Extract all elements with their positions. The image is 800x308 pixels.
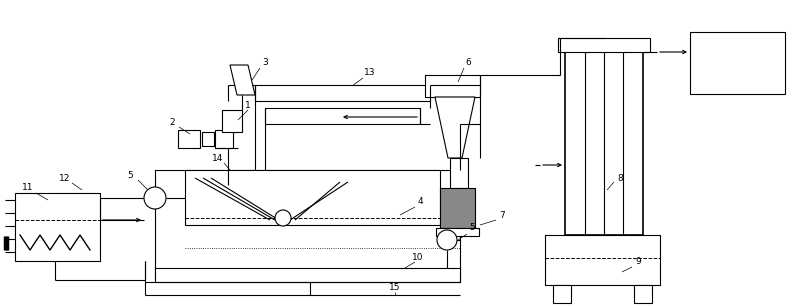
Text: 9: 9 <box>635 257 641 266</box>
Circle shape <box>144 187 166 209</box>
Text: 5: 5 <box>469 224 475 233</box>
Bar <box>265 108 420 124</box>
Text: 3: 3 <box>262 58 268 67</box>
Bar <box>436 228 479 236</box>
Polygon shape <box>230 65 255 95</box>
Text: 15: 15 <box>390 283 401 293</box>
Bar <box>545 235 660 285</box>
Text: 12: 12 <box>59 173 70 183</box>
Bar <box>222 110 242 132</box>
Bar <box>155 268 460 282</box>
Bar <box>634 285 652 303</box>
Text: 14: 14 <box>212 153 224 163</box>
Bar <box>178 130 200 148</box>
Text: 13: 13 <box>364 67 376 76</box>
Bar <box>255 85 430 101</box>
Bar <box>690 32 785 94</box>
Text: 5: 5 <box>127 171 133 180</box>
Bar <box>155 170 460 278</box>
Bar <box>553 285 571 303</box>
Text: 2: 2 <box>169 117 175 127</box>
Bar <box>558 38 650 52</box>
Text: 6: 6 <box>465 58 471 67</box>
Bar <box>202 132 214 146</box>
Bar <box>440 188 475 228</box>
Bar <box>185 170 440 225</box>
Circle shape <box>437 230 457 250</box>
Circle shape <box>275 210 291 226</box>
Text: 8: 8 <box>617 173 623 183</box>
Text: 1: 1 <box>245 100 251 110</box>
Bar <box>450 158 468 188</box>
Bar <box>15 193 100 261</box>
Bar <box>215 130 233 148</box>
Text: 不凝气回: 不凝气回 <box>726 48 748 58</box>
Text: 收利用: 收利用 <box>729 66 745 75</box>
Bar <box>565 45 643 235</box>
Text: 7: 7 <box>499 210 505 220</box>
Text: 10: 10 <box>412 253 424 262</box>
Bar <box>425 75 480 97</box>
Text: 11: 11 <box>22 184 34 192</box>
Text: 4: 4 <box>417 197 423 206</box>
Polygon shape <box>435 97 475 158</box>
